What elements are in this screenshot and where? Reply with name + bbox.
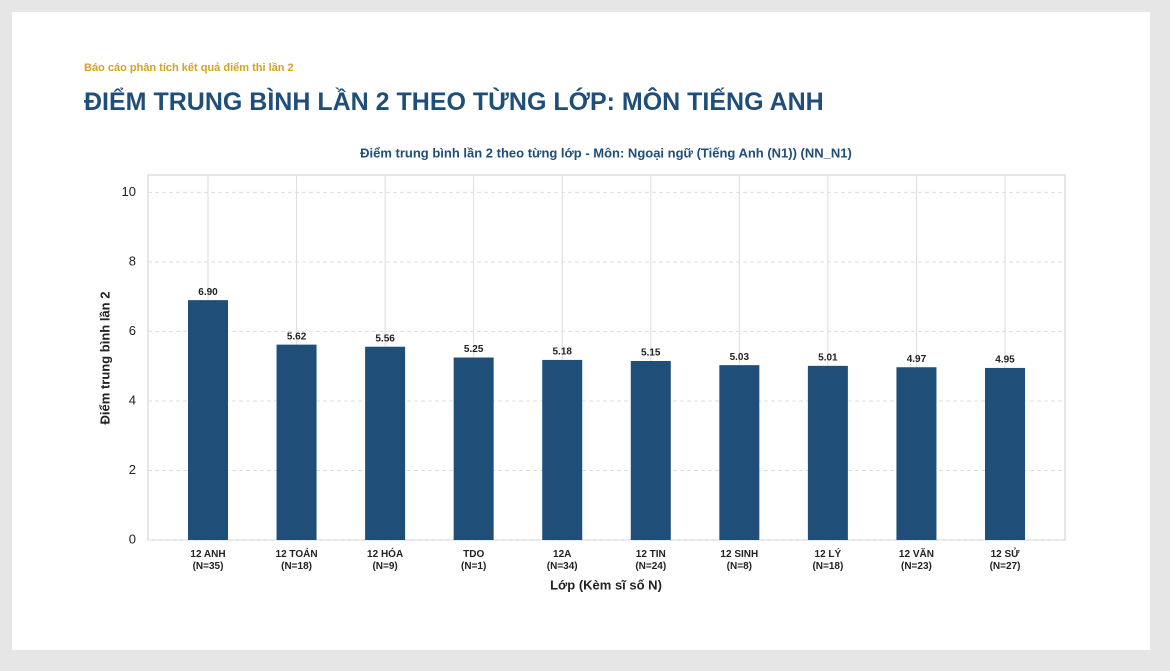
x-axis-label: Lớp (Kèm sĩ số N)	[550, 577, 662, 592]
value-label: 5.62	[287, 331, 307, 342]
kicker: Báo cáo phân tích kết quả điểm thi lần 2	[84, 62, 294, 74]
bar	[542, 359, 583, 540]
bar	[985, 367, 1025, 540]
x-tick-label: 12A (N=34)	[547, 549, 578, 572]
bar	[896, 367, 937, 540]
y-axis-label: Điểm trung bình lần 2	[97, 292, 112, 425]
bar	[365, 346, 406, 540]
y-tick-label: 8	[129, 253, 136, 268]
bar	[276, 344, 317, 540]
value-label: 5.56	[375, 333, 395, 344]
value-label: 5.25	[464, 344, 484, 355]
y-tick-label: 4	[129, 392, 136, 407]
value-label: 5.18	[552, 347, 572, 358]
value-label: 6.90	[198, 287, 218, 298]
bar	[719, 365, 760, 540]
y-tick-label: 2	[129, 462, 136, 477]
bar	[630, 360, 671, 540]
x-tick-label: 12 ANH (N=35)	[190, 549, 225, 572]
y-tick-label: 6	[129, 323, 136, 338]
value-label: 5.01	[818, 352, 838, 363]
x-tick-label: 12 HÓA (N=9)	[367, 547, 403, 572]
bar	[188, 300, 228, 540]
value-label: 5.15	[641, 348, 661, 359]
slide-title: ĐIỂM TRUNG BÌNH LẦN 2 THEO TỪNG LỚP: MÔN…	[84, 88, 824, 116]
x-tick-label: 12 VĂN (N=23)	[899, 547, 934, 572]
x-tick-label: 12 SỬ (N=27)	[990, 547, 1021, 572]
x-tick-label: 12 LÝ (N=18)	[812, 547, 843, 572]
value-label: 4.95	[995, 355, 1015, 366]
x-tick-label: 12 TIN (N=24)	[635, 549, 666, 572]
x-tick-label: TDO (N=1)	[461, 549, 486, 572]
value-label: 4.97	[907, 354, 927, 365]
y-tick-label: 10	[122, 184, 136, 199]
x-tick-label: 12 TOÁN (N=18)	[276, 547, 318, 572]
bar	[807, 365, 848, 540]
value-label: 5.03	[730, 352, 750, 363]
y-tick-label: 0	[129, 531, 136, 546]
x-tick-label: 12 SINH (N=8)	[720, 549, 758, 572]
chart-title: Điểm trung bình lần 2 theo từng lớp - Mô…	[360, 145, 852, 160]
bar	[453, 357, 494, 540]
